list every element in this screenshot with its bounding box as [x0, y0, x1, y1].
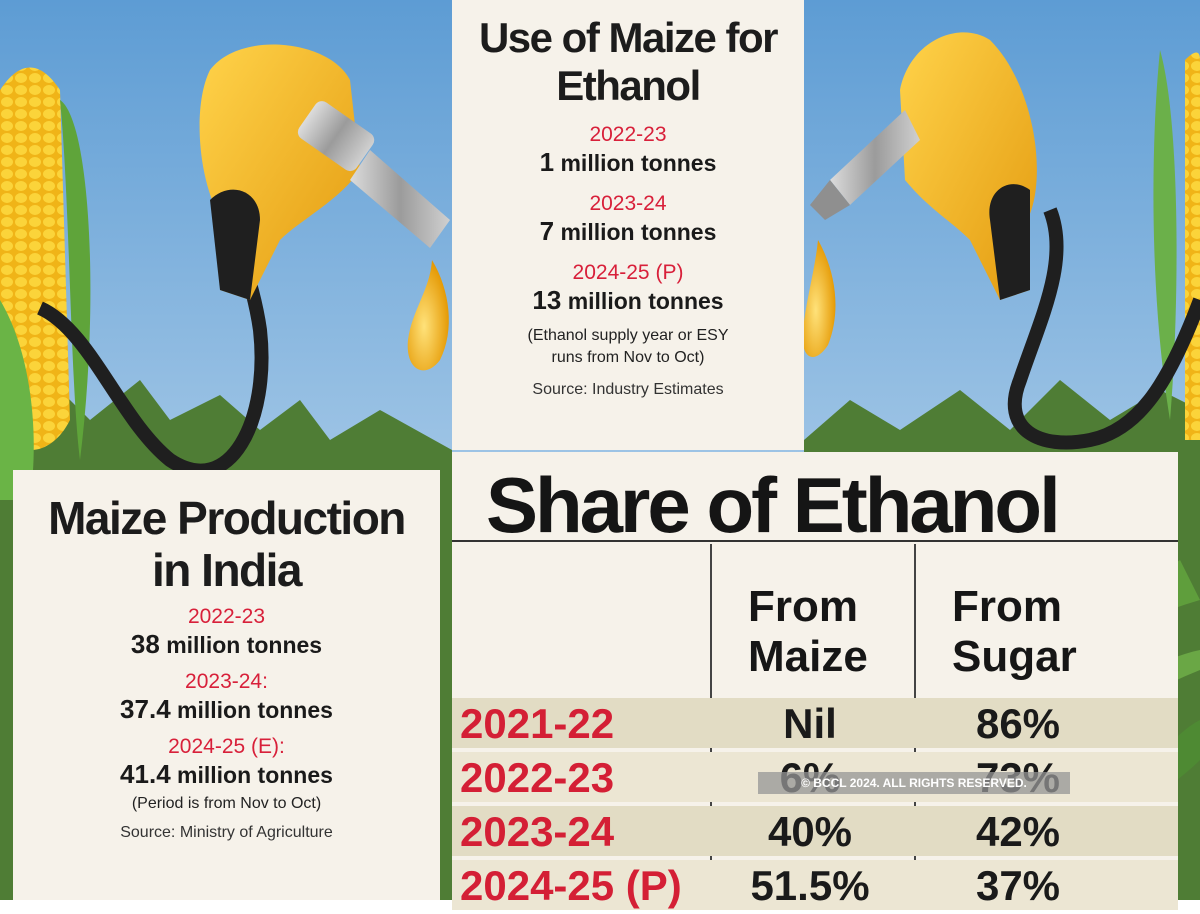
header-line: Sugar — [952, 632, 1077, 681]
table-row: 2021-22 Nil 86% — [452, 698, 1178, 748]
row-year: 2024-25 (P) — [460, 862, 682, 909]
oil-drop-icon — [802, 240, 836, 357]
copyright-watermark: © BCCL 2024. ALL RIGHTS RESERVED. — [758, 772, 1070, 794]
use-source: Source: Industry Estimates — [532, 381, 724, 398]
use-entry-2024-25: 2024-25 (P) 13 million tonnes — [452, 260, 804, 315]
entry-value: 13 million tonnes — [452, 286, 804, 315]
row-from-maize: Nil — [783, 700, 837, 747]
row-year: 2022-23 — [460, 754, 615, 801]
entry-amount: 37.4 — [120, 694, 171, 724]
title-line: in India — [152, 544, 303, 596]
entry-year: 2024-25 (P) — [572, 261, 684, 284]
entry-year: 2022-23 — [187, 605, 266, 628]
entry-unit: million tonnes — [166, 632, 323, 658]
prod-entry-2023-24: 2023-24: 37.4 million tonnes — [13, 669, 440, 724]
fuel-nozzle-icon — [802, 32, 1200, 450]
entry-value: 1 million tonnes — [452, 148, 804, 177]
use-of-maize-title: Use of Maize for Ethanol — [478, 14, 779, 109]
table-body: 2021-22 Nil 86% 2022-23 6% 73% 2023-24 4… — [452, 698, 1178, 910]
col-header-from-maize: From Maize — [748, 582, 868, 682]
prod-note: (Period is from Nov to Oct) — [131, 795, 322, 812]
entry-unit: million tonnes — [177, 697, 333, 723]
row-from-sugar: 42% — [975, 808, 1061, 855]
entry-unit: million tonnes — [560, 219, 717, 245]
prod-source: Source: Ministry of Agriculture — [120, 824, 333, 841]
corn-cob-icon — [0, 67, 91, 500]
entry-value: 7 million tonnes — [452, 217, 804, 246]
entry-unit: million tonnes — [177, 762, 333, 788]
header-line: From — [748, 582, 858, 631]
row-from-maize: 40% — [767, 808, 853, 855]
use-of-maize-panel: Use of Maize for Ethanol 2022-23 1 milli… — [452, 0, 804, 450]
share-of-ethanol-title: Share of Ethanol — [486, 461, 1061, 549]
maize-production-title: Maize Production in India — [13, 492, 440, 596]
entry-year: 2023-24 — [589, 192, 667, 215]
table-header: From Maize From Sugar — [452, 540, 1178, 902]
row-year: 2021-22 — [460, 700, 615, 747]
entry-year: 2022-23 — [589, 123, 667, 146]
prod-entry-2024-25: 2024-25 (E): 41.4 million tonnes — [13, 734, 440, 789]
share-table: From Maize From Sugar 2021-22 Nil 86% 20… — [452, 540, 1178, 914]
entry-year: 2023-24: — [185, 670, 268, 693]
entry-amount: 7 — [539, 216, 555, 246]
col-header-from-sugar: From Sugar — [952, 582, 1077, 682]
prod-entry-2022-23: 2022-23 38 million tonnes — [13, 604, 440, 659]
row-from-sugar: 86% — [975, 700, 1061, 747]
oil-drop-icon — [407, 260, 449, 371]
entry-value: 37.4 million tonnes — [13, 695, 440, 724]
share-of-ethanol-panel: Share of Ethanol From Maize From Sugar 2… — [452, 452, 1178, 910]
table-row: 2023-24 40% 42% — [452, 806, 1178, 856]
entry-unit: million tonnes — [567, 288, 724, 314]
row-from-maize: 51.5% — [750, 862, 870, 909]
entry-value: 38 million tonnes — [13, 630, 440, 659]
entry-year: 2024-25 (E): — [168, 735, 285, 758]
use-note: (Ethanol supply year or ESY runs from No… — [527, 327, 729, 366]
entry-amount: 41.4 — [120, 759, 171, 789]
entry-amount: 1 — [539, 147, 555, 177]
use-entry-2023-24: 2023-24 7 million tonnes — [452, 191, 804, 246]
maize-production-panel: Maize Production in India 2022-23 38 mil… — [13, 470, 440, 900]
entry-amount: 13 — [532, 285, 562, 315]
use-entry-2022-23: 2022-23 1 million tonnes — [452, 122, 804, 177]
title-line: Maize Production — [48, 492, 406, 544]
entry-unit: million tonnes — [560, 150, 717, 176]
fuel-nozzle-icon — [36, 44, 450, 478]
entry-amount: 38 — [130, 629, 160, 659]
entry-value: 41.4 million tonnes — [13, 760, 440, 789]
header-line: Maize — [748, 632, 868, 681]
row-from-sugar: 37% — [975, 862, 1061, 909]
table-row: 2024-25 (P) 51.5% 37% — [452, 860, 1178, 910]
header-line: From — [952, 582, 1062, 631]
row-year: 2023-24 — [460, 808, 615, 855]
